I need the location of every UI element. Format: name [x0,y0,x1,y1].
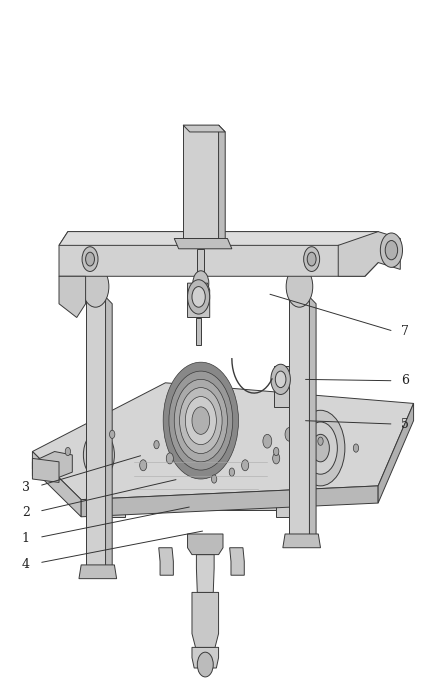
Text: 3: 3 [22,481,30,494]
Text: 1: 1 [22,532,30,545]
Text: 6: 6 [401,374,409,387]
Circle shape [271,364,290,395]
Circle shape [166,453,173,464]
Circle shape [83,431,115,479]
Polygon shape [99,475,125,517]
Circle shape [273,453,280,464]
Circle shape [273,447,279,455]
Circle shape [285,428,294,441]
Circle shape [297,422,326,467]
Circle shape [192,407,210,434]
Circle shape [211,475,217,483]
Circle shape [154,440,159,449]
Circle shape [380,233,402,267]
Polygon shape [125,493,276,510]
Text: 2: 2 [22,506,30,519]
Circle shape [82,266,109,307]
Circle shape [197,652,213,677]
Circle shape [169,371,233,470]
Polygon shape [196,555,214,593]
Polygon shape [81,486,378,517]
Circle shape [304,247,320,271]
Circle shape [229,468,235,476]
Circle shape [385,241,398,259]
Polygon shape [59,232,378,246]
Circle shape [353,444,359,452]
Polygon shape [196,317,201,345]
Circle shape [193,270,209,295]
Polygon shape [33,458,59,482]
Polygon shape [33,451,81,517]
Circle shape [89,440,109,470]
Circle shape [307,253,316,266]
Polygon shape [310,297,316,541]
Circle shape [275,371,286,388]
Circle shape [303,431,321,458]
Polygon shape [230,548,244,575]
Polygon shape [183,125,225,132]
Circle shape [242,460,249,471]
Circle shape [140,460,147,471]
Text: 4: 4 [22,558,30,571]
Polygon shape [33,383,413,500]
Circle shape [65,447,70,455]
Polygon shape [187,283,210,317]
Circle shape [318,437,323,445]
Polygon shape [33,451,72,479]
Circle shape [312,434,330,462]
Polygon shape [365,232,378,276]
Polygon shape [276,475,303,517]
Circle shape [110,431,115,438]
Polygon shape [86,297,106,565]
Polygon shape [174,239,232,249]
Text: 7: 7 [401,325,409,338]
Polygon shape [274,366,289,407]
Circle shape [174,380,227,462]
Text: 5: 5 [401,417,409,431]
Polygon shape [79,565,116,579]
Circle shape [82,247,98,271]
Circle shape [86,253,95,266]
Circle shape [187,279,210,314]
Polygon shape [106,297,112,572]
Circle shape [163,362,239,479]
Circle shape [263,434,272,448]
Polygon shape [219,125,225,246]
Polygon shape [183,125,219,239]
Circle shape [180,388,222,453]
Polygon shape [159,548,173,575]
Polygon shape [338,232,401,276]
Circle shape [286,266,313,307]
Circle shape [192,286,205,307]
Polygon shape [59,232,378,276]
Polygon shape [283,534,321,548]
Polygon shape [289,297,310,534]
Circle shape [186,397,216,444]
Polygon shape [197,249,204,276]
Polygon shape [192,593,219,647]
Circle shape [304,422,337,474]
Circle shape [296,411,345,486]
Polygon shape [192,647,219,668]
Polygon shape [59,276,86,317]
Polygon shape [187,534,223,555]
Polygon shape [378,404,413,503]
